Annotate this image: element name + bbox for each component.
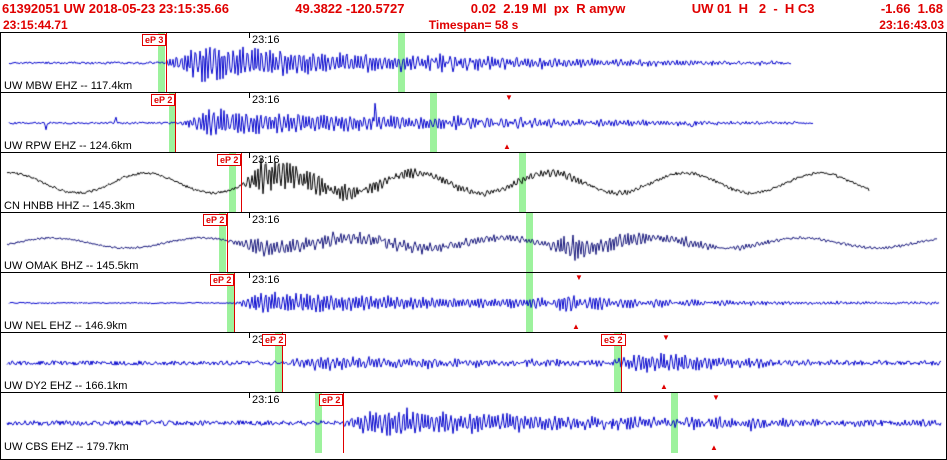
trace-panel-mbw: 23:16 eP 3 UW MBW EHZ -- 117.4km (1, 33, 946, 93)
time-axis-bar: 23:15:44.71 Timespan= 58 s 23:16:43.03 (0, 17, 947, 32)
station-label: UW NEL EHZ -- 146.9km (4, 320, 128, 332)
pick-time-line (241, 153, 242, 212)
trace-panel-cbs: 23:16 eP 2 ▼ ▲ UW CBS EHZ -- 179.7km (1, 393, 946, 453)
arrival-marker-down-icon: ▼ (505, 93, 513, 102)
waveform-canvas[interactable] (1, 93, 946, 152)
minute-tick (249, 93, 250, 98)
waveform-canvas[interactable] (1, 273, 946, 332)
station-label: UW DY2 EHZ -- 166.1km (4, 380, 128, 392)
minute-label: 23:16 (252, 394, 280, 406)
minute-tick (249, 213, 250, 218)
station-label: CN HNBB HHZ -- 145.3km (4, 200, 135, 212)
pick-time-line (343, 393, 344, 453)
event-id-origin-time: 61392051 UW 2018-05-23 23:15:35.66 (2, 1, 229, 16)
trace-panel-hnbb: 23:16 eP 2 CN HNBB HHZ -- 145.3km (1, 153, 946, 213)
arrival-marker-up-icon: ▲ (572, 322, 580, 331)
waveform-canvas[interactable] (1, 333, 946, 392)
pick-time-line (234, 273, 235, 332)
station-label: UW RPW EHZ -- 124.6km (4, 140, 132, 152)
event-station-channel-info: UW 01 H 2 - H C3 (691, 1, 815, 16)
minute-tick (249, 393, 250, 398)
pick-time-line (227, 213, 228, 272)
pick-flag[interactable]: eP 2 (217, 154, 242, 166)
pick-flag[interactable]: eP 2 (203, 214, 228, 226)
timespan-label: Timespan= 58 s (428, 17, 519, 32)
arrival-marker-down-icon: ▼ (662, 333, 670, 342)
arrival-marker-up-icon: ▲ (710, 443, 718, 452)
arrival-marker-down-icon: ▼ (712, 393, 720, 402)
pick-flag[interactable]: eP 2 (210, 274, 235, 286)
event-coordinates: 49.3822 -120.5727 (295, 1, 405, 16)
pick-time-line (166, 33, 167, 92)
pick-flag[interactable]: eP 2 (151, 94, 176, 106)
minute-tick (249, 273, 250, 278)
trace-panel-nel: 23:16 eP 2 ▼ ▲ UW NEL EHZ -- 146.9km (1, 273, 946, 333)
minute-label: 23:16 (252, 94, 280, 106)
pick-time-line (621, 333, 622, 392)
arrival-marker-up-icon: ▲ (660, 382, 668, 391)
minute-label: 23:16 (252, 214, 280, 226)
minute-label: 23:16 (252, 34, 280, 46)
arrival-marker-up-icon: ▲ (503, 142, 511, 151)
pick-flag[interactable]: eP 2 (262, 334, 287, 346)
station-label: UW CBS EHZ -- 179.7km (4, 441, 129, 453)
pick-time-line (175, 93, 176, 152)
minute-tick (249, 33, 250, 38)
trace-panels: 23:16 eP 3 UW MBW EHZ -- 117.4km 23:16 eP 2 ▼… (0, 32, 947, 460)
minute-tick (249, 153, 250, 158)
minute-label: 23:16 (252, 274, 280, 286)
event-magnitude-status: 0.02 2.19 Ml px R amyw (470, 1, 626, 16)
minute-tick (249, 333, 250, 338)
station-label: UW MBW EHZ -- 117.4km (4, 80, 133, 92)
window-end-time: 23:16:43.03 (879, 17, 944, 32)
waveform-canvas[interactable] (1, 153, 946, 212)
window-start-time: 23:15:44.71 (3, 17, 68, 32)
pick-flag[interactable]: eS 2 (601, 334, 626, 346)
trace-panel-rpw: 23:16 eP 2 ▼ ▲ UW RPW EHZ -- 124.6km (1, 93, 946, 153)
event-residuals: -1.66 1.68 (880, 1, 943, 16)
minute-label: 23:16 (252, 154, 280, 166)
arrival-marker-down-icon: ▼ (575, 273, 583, 282)
waveform-canvas[interactable] (1, 393, 946, 453)
trace-panel-omak: 23:16 eP 2 UW OMAK BHZ -- 145.5km (1, 213, 946, 273)
pick-flag[interactable]: eP 3 (142, 34, 167, 46)
waveform-canvas[interactable] (1, 213, 946, 272)
pick-time-line (282, 333, 283, 392)
event-header: 61392051 UW 2018-05-23 23:15:35.66 49.38… (0, 0, 947, 17)
pick-flag[interactable]: eP 2 (319, 394, 344, 406)
station-label: UW OMAK BHZ -- 145.5km (4, 260, 139, 272)
